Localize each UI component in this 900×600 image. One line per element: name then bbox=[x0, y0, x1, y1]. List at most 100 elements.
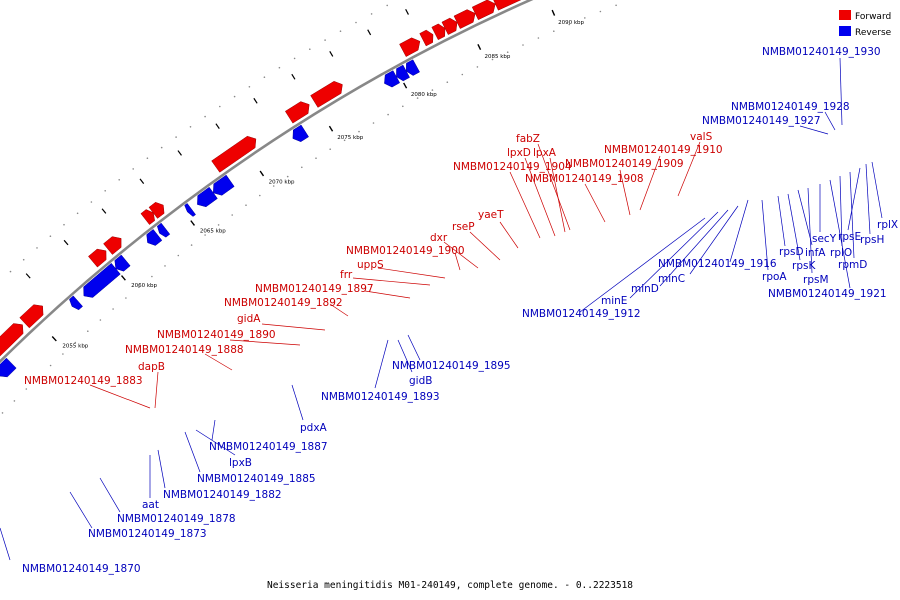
reverse-gene-label-leader bbox=[807, 187, 813, 274]
scale-tick-label: 2085 kbp bbox=[485, 54, 511, 60]
scale-tick bbox=[551, 9, 556, 16]
reverse-gene-label-leader bbox=[865, 163, 871, 235]
reverse-guide-dot bbox=[402, 105, 404, 108]
reverse-guide-dot bbox=[387, 113, 389, 116]
forward-guide-dot bbox=[160, 146, 163, 149]
strand-guide-dots bbox=[1, 4, 617, 414]
forward-minor-tick bbox=[329, 51, 334, 57]
forward-gene-label-leader bbox=[454, 252, 461, 271]
forward-guide-dot bbox=[63, 223, 65, 226]
forward-gene-label: dapB bbox=[138, 361, 165, 373]
forward-gene bbox=[140, 209, 155, 225]
forward-guide-dot bbox=[22, 258, 25, 261]
figure-caption: Neisseria meningitidis M01-240149, compl… bbox=[267, 580, 633, 591]
forward-gene-label-leader bbox=[524, 157, 556, 237]
forward-gene-label-leader bbox=[584, 183, 606, 223]
reverse-guide-dot bbox=[62, 353, 64, 355]
forward-guide-dot bbox=[49, 235, 52, 237]
forward-gene bbox=[441, 17, 458, 35]
forward-gene-label: frr bbox=[340, 269, 353, 281]
scale-tick bbox=[120, 275, 126, 281]
forward-guide-dot bbox=[293, 57, 296, 60]
reverse-guide-dot bbox=[217, 224, 220, 226]
reverse-gene-label: rpsK bbox=[792, 260, 816, 272]
reverse-guide-dot bbox=[615, 4, 617, 7]
reverse-gene-label-leader bbox=[211, 419, 216, 441]
forward-gene-label: dxr bbox=[430, 232, 448, 244]
reverse-gene-label-leader bbox=[871, 161, 883, 219]
reverse-guide-dot bbox=[446, 81, 449, 83]
reverse-guide-dot bbox=[431, 89, 434, 91]
reverse-gene-label-leader bbox=[69, 491, 93, 529]
forward-gene-label: fabZ bbox=[516, 133, 540, 145]
forward-guide-dot bbox=[90, 201, 93, 203]
forward-gene-label: NMBM01240149_1908 bbox=[525, 173, 644, 185]
reverse-guide-dot bbox=[301, 166, 303, 169]
forward-guide-dot bbox=[104, 190, 106, 192]
forward-gene bbox=[148, 202, 165, 219]
reverse-gene bbox=[292, 124, 309, 142]
reverse-gene-label: NMBM01240149_1882 bbox=[163, 489, 282, 501]
forward-minor-tick bbox=[63, 239, 69, 246]
reverse-gene-label: rpsD bbox=[779, 246, 804, 258]
reverse-guide-dot bbox=[506, 51, 509, 53]
reverse-guide-dot bbox=[372, 122, 375, 124]
reverse-guide-dot bbox=[1, 412, 4, 414]
reverse-gene bbox=[146, 229, 163, 246]
reverse-gene-label: rplX bbox=[877, 219, 898, 231]
forward-guide-dot bbox=[146, 157, 149, 159]
forward-minor-tick bbox=[177, 150, 182, 156]
reverse-guide-dot bbox=[151, 275, 153, 278]
legend-forward-label: Forward bbox=[855, 12, 891, 22]
reverse-gene-label-leader bbox=[629, 211, 719, 299]
forward-gene-label-leader bbox=[549, 157, 566, 233]
reverse-gene-label-leader bbox=[397, 339, 413, 373]
scale-tick bbox=[259, 170, 265, 177]
forward-gene-label-leader bbox=[261, 323, 326, 331]
scale-tick-label: 2075 kbp bbox=[337, 135, 363, 141]
forward-guide-dot bbox=[233, 95, 236, 98]
reverse-gene-label-leader bbox=[195, 429, 236, 456]
forward-gene-label: NMBM01240149_1909 bbox=[565, 158, 684, 170]
forward-gene-label: NMBM01240149_1888 bbox=[125, 344, 244, 356]
forward-gene-label: NMBM01240149_1910 bbox=[604, 144, 723, 156]
reverse-gene bbox=[114, 254, 131, 272]
reverse-gene-label: minD bbox=[631, 283, 659, 295]
reverse-gene-label-leader bbox=[291, 384, 304, 421]
reverse-gene-label-leader bbox=[157, 449, 166, 489]
scale-tick bbox=[190, 220, 195, 226]
forward-gene-label: gidA bbox=[237, 313, 261, 325]
forward-minor-tick bbox=[139, 178, 145, 184]
reverse-guide-dot bbox=[329, 148, 332, 150]
forward-gene-label: NMBM01240149_1900 bbox=[346, 245, 465, 257]
forward-gene bbox=[19, 304, 44, 329]
scale-tick-label: 2055 kbp bbox=[62, 344, 88, 350]
reverse-gene-label-leader bbox=[839, 57, 843, 126]
legend-reverse-label: Reverse bbox=[855, 28, 892, 38]
scale-ticks: 2055 kbp 2060 kbp 2065 kbp 2070 kbp 2075 kbp… bbox=[25, 8, 585, 350]
reverse-guide-dot bbox=[177, 254, 180, 257]
reverse-guide-dot bbox=[358, 130, 360, 133]
reverse-gene-label-leader bbox=[849, 171, 855, 259]
forward-gene-label: NMBM01240149_1883 bbox=[24, 375, 143, 387]
forward-guide-dot bbox=[263, 76, 266, 78]
reverse-gene-label-leader bbox=[824, 111, 836, 131]
reverse-guide-dot bbox=[74, 341, 77, 344]
forward-minor-tick bbox=[253, 97, 258, 104]
reverse-guide-dot bbox=[286, 175, 289, 178]
reverse-gene-label-leader bbox=[839, 175, 843, 247]
reverse-gene bbox=[406, 59, 420, 76]
forward-gene-label: NMBM01240149_1890 bbox=[157, 329, 276, 341]
forward-gene-label: valS bbox=[690, 131, 713, 143]
forward-guide-dot bbox=[355, 21, 357, 24]
forward-gene-label-leader bbox=[89, 384, 151, 409]
legend-forward-swatch bbox=[839, 10, 851, 20]
forward-guide-dot bbox=[175, 136, 177, 138]
forward-gene bbox=[471, 0, 496, 21]
reverse-gene-label-leader bbox=[847, 167, 861, 231]
reverse-gene-label: gidB bbox=[409, 375, 432, 387]
forward-guide-dot bbox=[76, 212, 79, 215]
reverse-guide-dot bbox=[125, 297, 127, 299]
reverse-gene-label-leader bbox=[799, 125, 829, 135]
